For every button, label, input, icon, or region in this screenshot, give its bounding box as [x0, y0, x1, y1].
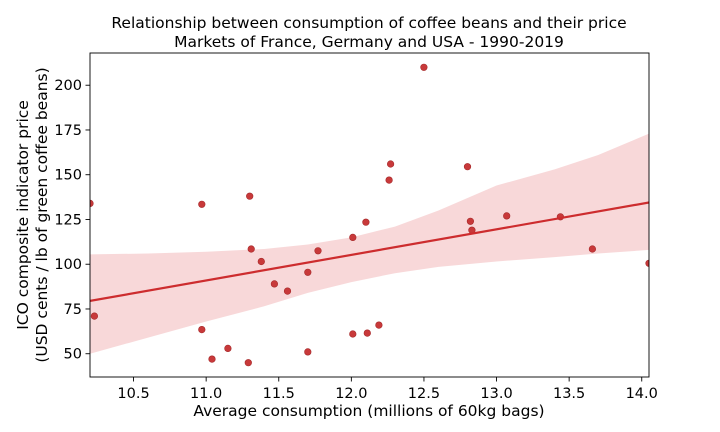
data-point-25 — [466, 217, 475, 225]
y-tick-label-200: 200 — [54, 78, 82, 94]
data-point-23 — [420, 63, 428, 71]
data-point-11 — [270, 280, 279, 288]
data-point-7 — [244, 359, 252, 367]
y-tick-label-50: 50 — [64, 347, 82, 363]
data-point-20 — [375, 321, 383, 329]
data-point-17 — [349, 330, 357, 338]
data-point-16 — [349, 233, 357, 241]
y-axis-label-line1: ICO composite indicator price — [14, 100, 32, 330]
data-point-2 — [90, 312, 98, 320]
y-tick-label-100: 100 — [54, 257, 82, 273]
y-tick-label-75: 75 — [64, 302, 82, 318]
data-point-10 — [257, 257, 265, 266]
y-tick-label-150: 150 — [54, 168, 82, 184]
x-tick-label-12.5: 12.5 — [408, 386, 440, 402]
x-tick-label-13.5: 13.5 — [553, 386, 585, 402]
data-point-6 — [224, 344, 232, 353]
data-point-12 — [283, 287, 292, 295]
data-point-18 — [362, 218, 370, 226]
regression-line — [90, 201, 649, 302]
plot-frame — [89, 52, 650, 378]
data-point-24 — [463, 163, 472, 171]
data-point-14 — [304, 348, 312, 356]
plot-area — [90, 63, 649, 367]
data-point-3 — [198, 200, 206, 208]
confidence-band — [90, 133, 649, 354]
y-tick-label-175: 175 — [54, 123, 82, 139]
x-tick-label-10.5: 10.5 — [117, 386, 149, 402]
data-point-13 — [304, 268, 312, 276]
x-tick-label-14.0: 14.0 — [626, 386, 658, 402]
y-axis-label-line2: (USD cents / lb of green coffee beans) — [33, 67, 51, 362]
data-point-15 — [314, 247, 322, 255]
x-tick-label-13.0: 13.0 — [480, 386, 512, 402]
x-axis-label: Average consumption (millions of 60kg ba… — [193, 402, 544, 420]
axis-ticks: 10.5 11.0 11.5 12.0 12.5 13.0 13.5 14.0 50 75 100 1… — [54, 78, 658, 402]
data-point-8 — [246, 192, 254, 200]
data-point-5 — [208, 355, 216, 363]
data-point-27 — [503, 212, 511, 220]
x-tick-label-11.0: 11.0 — [190, 386, 222, 402]
chart-title: Relationship between consumption of coff… — [111, 14, 626, 32]
data-point-19 — [363, 329, 371, 337]
data-point-21 — [385, 176, 393, 184]
chart-subtitle: Markets of France, Germany and USA - 199… — [174, 33, 564, 51]
x-tick-label-12.0: 12.0 — [335, 386, 367, 402]
data-point-1 — [90, 199, 94, 207]
data-point-22 — [387, 160, 395, 168]
x-tick-label-11.5: 11.5 — [263, 386, 295, 402]
y-tick-label-125: 125 — [54, 212, 82, 228]
data-point-9 — [247, 245, 255, 253]
data-point-30 — [645, 259, 649, 267]
data-point-29 — [588, 245, 597, 253]
data-point-4 — [198, 326, 206, 334]
